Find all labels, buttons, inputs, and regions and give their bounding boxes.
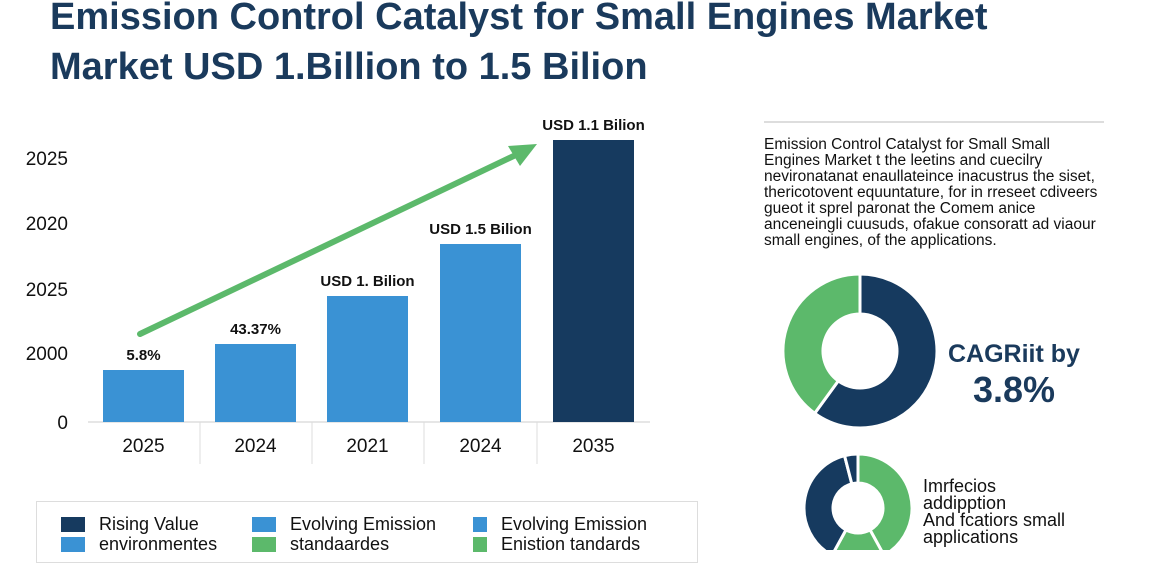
- donut-chart-slice: [781, 272, 862, 416]
- data-label: 5.8%: [126, 347, 160, 364]
- donut-chart-small-slice: [842, 452, 860, 486]
- legend-label: Enistion tandards: [501, 534, 641, 554]
- trend-arrow-line: [137, 150, 523, 337]
- applications-line: addipption: [923, 493, 1007, 513]
- legend-item: Enistion tandards: [473, 534, 640, 555]
- legend-swatch: [473, 517, 487, 532]
- legend-label: Evolving Emission: [501, 514, 648, 534]
- bar: [327, 296, 408, 422]
- bar: [553, 140, 634, 422]
- y-tick-label: 2025: [26, 149, 68, 170]
- x-tick-label: 2025: [122, 436, 164, 457]
- applications-line: applications: [923, 527, 1019, 547]
- cagr-callout: CAGRiit by 3.8%: [948, 340, 1080, 411]
- legend-item: Evolving Emission: [473, 514, 647, 535]
- x-tick-label: 2024: [234, 436, 277, 457]
- data-label: 43.37%: [230, 321, 281, 338]
- bar: [215, 344, 296, 422]
- y-tick-label: 2000: [26, 344, 68, 365]
- legend-item: Evolving Emission: [252, 514, 436, 535]
- donut-chart-small-slice: [856, 452, 914, 550]
- legend-label: environmentes: [99, 534, 218, 554]
- donut-chart-slice: [812, 272, 939, 430]
- legend-label: Rising Value: [99, 514, 199, 534]
- x-tick-label: 2035: [572, 436, 614, 457]
- divider: [764, 121, 1104, 123]
- legend-label: standaardes: [290, 534, 390, 554]
- data-label: USD 1. Bilion: [320, 273, 414, 290]
- legend-swatch: [61, 517, 85, 532]
- chart-legend: Rising Value environmentes Evolving Emis…: [36, 501, 698, 563]
- x-tick-label: 2024: [459, 436, 502, 457]
- y-tick-label: 2020: [26, 214, 68, 235]
- legend-swatch: [252, 517, 276, 532]
- cagr-label: CAGRiit by: [948, 340, 1080, 368]
- data-label: USD 1.1 Bilion: [542, 117, 645, 134]
- legend-swatch: [61, 537, 85, 552]
- title-line-2: Market USD 1.Billion to 1.5 Bilion: [50, 46, 648, 88]
- bar: [103, 370, 184, 422]
- legend-item: environmentes: [61, 534, 217, 555]
- legend-swatch: [252, 537, 276, 552]
- legend-item: Rising Value: [61, 514, 199, 535]
- legend-label: Evolving Emission: [290, 514, 437, 534]
- legend-swatch: [473, 537, 487, 552]
- title-line-1: Emission Control Catalyst for Small Engi…: [50, 0, 988, 38]
- data-label: USD 1.5 Bilion: [429, 221, 532, 238]
- legend-item: standaardes: [252, 534, 389, 555]
- donut-chart-small-slice: [833, 527, 883, 550]
- applications-line: And fcatiors small: [923, 510, 1066, 530]
- bar: [440, 244, 521, 422]
- applications-line: Imrfecios: [923, 476, 997, 496]
- y-tick-label: 2025: [26, 280, 68, 301]
- y-tick-label: 0: [57, 413, 68, 434]
- donut-chart-small-slice: [802, 453, 854, 550]
- x-tick-label: 2021: [346, 436, 388, 457]
- description-text: Emission Control Catalyst for Small Smal…: [764, 136, 1098, 249]
- cagr-value: 3.8%: [972, 369, 1055, 410]
- applications-text: Imrfecios addipption And fcatiors small …: [923, 476, 1066, 547]
- trend-arrow-head: [508, 144, 537, 166]
